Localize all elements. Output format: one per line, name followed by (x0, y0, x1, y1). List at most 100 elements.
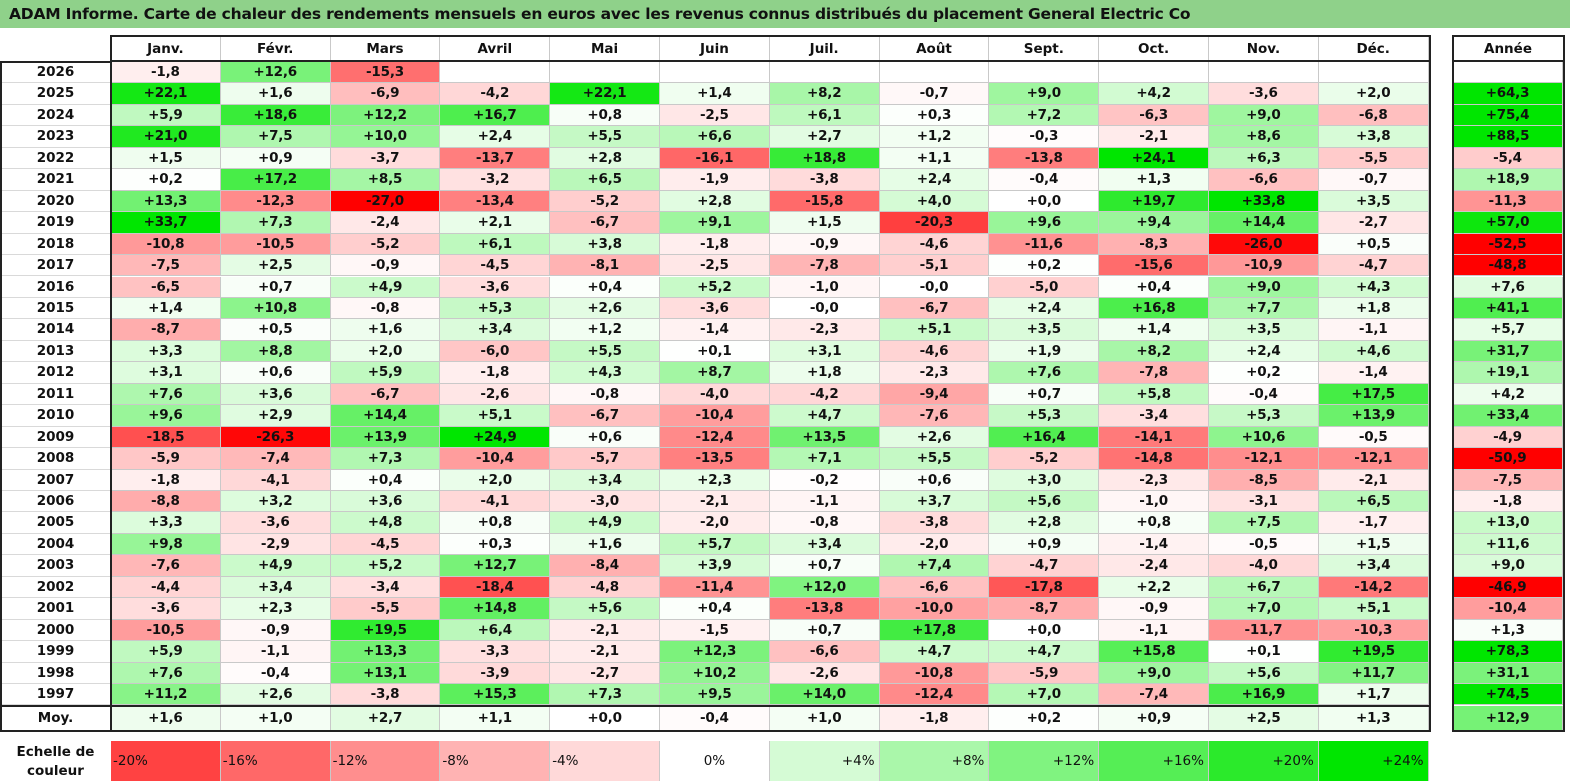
heatmap-cell: -2,3 (879, 362, 990, 384)
heatmap-cell: +10,6 (1209, 426, 1319, 449)
heatmap-cell: +5,3 (989, 405, 1100, 427)
heatmap-cell: -7,5 (111, 255, 221, 277)
heatmap-cell: -7,4 (1099, 684, 1209, 706)
heatmap-cell: +19,5 (330, 619, 441, 642)
heatmap-cell: -2,3 (1099, 469, 1209, 491)
average-cell: -0,4 (660, 705, 770, 731)
heatmap-cell: -8,1 (550, 255, 660, 277)
heatmap-cell: +6,1 (440, 233, 551, 256)
heatmap-cell: +3,4 (769, 533, 880, 556)
heatmap-cell: +8,7 (660, 362, 770, 384)
heatmap-cell: +16,7 (440, 104, 551, 127)
heatmap-cell: -1,0 (769, 276, 880, 298)
heatmap-cell: +4,0 (879, 190, 990, 213)
heatmap-cell: +9,0 (989, 83, 1100, 105)
heatmap-cell: -1,1 (1099, 619, 1209, 642)
heatmap-cell: +4,3 (550, 362, 660, 384)
heatmap-cell: +8,2 (1099, 340, 1209, 363)
heatmap-cell: +7,3 (550, 684, 660, 706)
heatmap-cell: +5,3 (440, 297, 551, 320)
heatmap-cell: -13,8 (769, 598, 880, 620)
heatmap-cell: +3,3 (111, 340, 221, 363)
heatmap-cell: +3,2 (220, 491, 331, 513)
heatmap-cell: -1,8 (111, 469, 221, 491)
heatmap-cell: +0,2 (989, 255, 1100, 277)
heatmap-cell: +3,4 (220, 576, 331, 599)
average-cell: +1,6 (111, 705, 221, 731)
heatmap-cell: -6,5 (111, 276, 221, 298)
heatmap-cell: -4,2 (769, 383, 880, 406)
heatmap-cell: -3,8 (330, 684, 441, 706)
heatmap-cell: -0,9 (1099, 598, 1209, 620)
annual-cell: +7,6 (1453, 276, 1563, 298)
heatmap-cell: -3,6 (1209, 83, 1319, 105)
annual-cell: -5,4 (1453, 147, 1563, 170)
heatmap-cell: -0,5 (1209, 533, 1319, 556)
heatmap-cell: +3,8 (1318, 126, 1429, 148)
heatmap-cell: +13,9 (330, 426, 441, 449)
heatmap-cell: +10,2 (660, 662, 770, 685)
heatmap-cell: +22,1 (550, 83, 660, 105)
heatmap-cell: +0,9 (989, 533, 1100, 556)
heatmap-cell: +2,6 (220, 684, 331, 706)
heatmap-cell: +1,4 (111, 297, 221, 320)
heatmap-cell: +3,0 (989, 469, 1100, 491)
heatmap-cell: -2,1 (550, 641, 660, 663)
legend-title-line1: Echelle de (16, 744, 95, 760)
heatmap-cell: +14,4 (1209, 212, 1319, 234)
heatmap-cell: -10,3 (1318, 619, 1429, 642)
heatmap-cell: +2,4 (440, 126, 551, 148)
heatmap-cell: +7,6 (989, 362, 1100, 384)
heatmap-cell: -2,1 (660, 491, 770, 513)
heatmap-cell: -3,6 (220, 512, 331, 534)
heatmap-cell: +3,6 (330, 491, 441, 513)
heatmap-cell: +10,0 (330, 126, 441, 148)
annual-cell: -50,9 (1453, 448, 1563, 470)
heatmap-cell: -8,5 (1209, 469, 1319, 491)
year-label: 2016 (0, 277, 111, 298)
heatmap-cell: +0,8 (550, 104, 660, 127)
heatmap-cell: -1,9 (660, 169, 770, 191)
heatmap-cell: +21,0 (111, 126, 221, 148)
heatmap-cell: +17,5 (1318, 383, 1429, 406)
year-label: 2007 (0, 470, 111, 491)
legend-swatch: +24% (1318, 741, 1429, 781)
year-label: 2009 (0, 427, 111, 449)
legend-title: Echelle de couleur (0, 741, 111, 781)
heatmap-cell: +2,9 (220, 405, 331, 427)
heatmap-cell: -0,2 (769, 469, 880, 491)
heatmap-cell: +0,9 (220, 147, 331, 170)
average-label: Moy. (37, 709, 74, 726)
year-label: 2011 (0, 384, 111, 406)
heatmap-cell: -1,1 (220, 641, 331, 663)
heatmap-cell: -10,8 (879, 662, 990, 685)
average-cell: +2,5 (1209, 705, 1319, 731)
heatmap-cell: -5,5 (330, 598, 441, 620)
year-label: 2006 (0, 491, 111, 513)
heatmap-cell: +0,4 (660, 598, 770, 620)
heatmap-cell: +6,7 (1209, 576, 1319, 599)
heatmap-cell: -15,3 (330, 62, 441, 84)
heatmap-cell: +3,5 (1209, 319, 1319, 341)
heatmap-cell: +7,3 (330, 448, 441, 470)
heatmap-cell: +0,1 (1209, 641, 1319, 663)
heatmap-cell: -2,5 (660, 104, 770, 127)
heatmap-cell: -8,4 (550, 555, 660, 577)
heatmap-cell: +6,5 (1318, 491, 1429, 513)
heatmap-cell: +4,9 (330, 276, 441, 298)
heatmap-cell: +1,6 (220, 83, 331, 105)
heatmap-cell: +8,8 (220, 340, 331, 363)
heatmap-cell: +1,2 (879, 126, 990, 148)
heatmap-cell: +5,5 (879, 448, 990, 470)
heatmap-cell: +11,2 (111, 684, 221, 706)
heatmap-cell: -20,3 (879, 212, 990, 234)
heatmap-cell: -2,4 (1099, 555, 1209, 577)
heatmap-cell: -2,4 (330, 212, 441, 234)
average-cell: +0,0 (550, 705, 660, 731)
annual-cell: -4,9 (1453, 426, 1563, 449)
heatmap-cell: -4,7 (989, 555, 1100, 577)
heatmap-cell (769, 62, 880, 84)
heatmap-cell: -6,0 (440, 340, 551, 363)
heatmap-cell: -3,4 (330, 576, 441, 599)
heatmap-cell: -0,8 (550, 383, 660, 406)
